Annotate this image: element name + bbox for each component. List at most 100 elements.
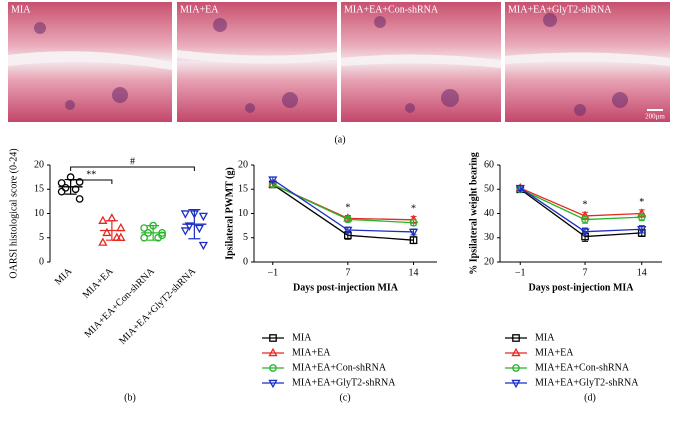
error-bar <box>105 220 118 241</box>
y-tick-label: 0 <box>243 256 248 267</box>
y-tick-label: 5 <box>243 232 248 243</box>
y-tick-label: 20 <box>484 256 494 267</box>
legend-label: MIA+EA+Con-shRNA <box>535 362 630 373</box>
data-point <box>107 213 117 222</box>
y-tick-label: 15 <box>238 184 248 195</box>
image-label: MIA <box>11 4 31 15</box>
x-axis-label: Days post-injection MIA <box>293 282 399 293</box>
data-point <box>194 224 204 234</box>
y-tick-label: 10 <box>238 208 248 219</box>
panel-label: (c) <box>339 392 350 403</box>
x-tick-label: 7 <box>583 267 588 278</box>
significance-label: * <box>583 200 588 211</box>
data-point <box>75 178 84 186</box>
legend-marker <box>511 379 521 389</box>
series-line <box>272 183 414 221</box>
series-line <box>272 179 414 233</box>
data-point <box>409 218 418 227</box>
data-point <box>57 179 66 187</box>
y-axis-label: OARSI histological score (0-24) <box>8 148 19 278</box>
significance-label: * <box>345 203 350 214</box>
data-point <box>198 241 208 251</box>
legend-label: MIA <box>292 332 312 343</box>
x-tick-label: MIA+EA <box>81 265 116 300</box>
data-point <box>98 237 108 246</box>
x-tick-label: MIA <box>53 265 75 287</box>
legend-marker <box>269 334 277 342</box>
legend-label: MIA+EA+Con-shRNA <box>292 362 387 373</box>
x-axis-label: Days post-injection MIA <box>529 282 635 293</box>
y-tick-label: 5 <box>39 232 44 243</box>
y-tick-label: 30 <box>484 232 494 243</box>
data-point <box>140 233 148 242</box>
data-point <box>343 215 352 224</box>
data-point <box>408 228 419 238</box>
data-point <box>198 212 208 222</box>
image-label: MIA+EA+GlyT2-shRNA <box>508 4 612 15</box>
x-tick-label: −1 <box>267 267 278 278</box>
series-line <box>519 188 642 221</box>
legend-label: MIA+EA <box>292 347 331 358</box>
data-point <box>75 195 84 203</box>
legend-marker <box>512 334 520 342</box>
data-point <box>184 222 194 231</box>
y-tick-label: 50 <box>484 184 494 195</box>
significance-label: * <box>639 197 644 208</box>
data-point <box>581 215 589 224</box>
data-point <box>140 224 148 232</box>
image-label: MIA+EA <box>180 4 219 15</box>
data-point <box>61 183 70 192</box>
legend-marker <box>512 364 520 372</box>
image-label: MIA+EA+Con-shRNA <box>344 4 439 15</box>
x-tick-label: 14 <box>409 267 419 278</box>
y-tick-label: 15 <box>34 184 44 195</box>
series-line <box>272 183 414 224</box>
legend-marker <box>268 347 278 357</box>
legend-marker <box>511 347 521 357</box>
y-tick-label: 0 <box>39 256 44 267</box>
histology-panels: MIA MIA+EA MIA+EA+Con-shRNA MIA+EA+GlyT2… <box>8 2 670 145</box>
legend-marker <box>268 379 278 389</box>
legend-label: MIA+EA <box>535 347 574 358</box>
error-bar <box>188 209 201 240</box>
data-point <box>57 187 66 196</box>
data-point <box>180 227 190 236</box>
significance-label: * <box>411 204 416 215</box>
x-tick-label: 7 <box>345 267 350 278</box>
significance-bracket <box>70 166 195 171</box>
error-bar <box>147 225 160 241</box>
significance-label: # <box>130 156 135 167</box>
significance-label: ** <box>86 169 96 180</box>
series-line <box>519 187 642 233</box>
data-point <box>98 215 108 224</box>
data-point <box>102 227 112 237</box>
x-tick-label: 14 <box>637 267 647 278</box>
legend-label: MIA <box>535 332 555 343</box>
joint-space <box>8 50 670 70</box>
data-point <box>268 176 278 185</box>
y-tick-label: 20 <box>34 159 44 170</box>
y-tick-label: 20 <box>238 159 248 170</box>
y-tick-label: 60 <box>484 159 494 170</box>
panel-label: (a) <box>334 134 345 145</box>
legend-marker <box>269 364 277 372</box>
y-axis-label: % Ipsilateral weight bearing <box>468 152 479 275</box>
legend-label: MIA+EA+GlyT2-shRNA <box>292 377 396 388</box>
cell-clusters <box>34 13 628 116</box>
legend-label: MIA+EA+GlyT2-shRNA <box>535 377 639 388</box>
data-point <box>180 210 190 219</box>
x-tick-label: MIA+EA+GlyT2-shRNA <box>117 265 199 347</box>
data-point <box>71 185 80 194</box>
data-point <box>637 226 647 235</box>
scale-bar-label: 200μm <box>645 113 665 121</box>
data-point <box>637 213 646 221</box>
x-tick-label: MIA+EA+Con-shRNA <box>83 265 158 340</box>
panel-label: (b) <box>124 392 136 403</box>
data-point <box>116 222 126 232</box>
panel-label: (d) <box>584 392 596 403</box>
data-point <box>116 232 126 241</box>
data-point <box>580 228 590 237</box>
x-tick-label: −1 <box>515 267 526 278</box>
data-point <box>343 226 353 236</box>
